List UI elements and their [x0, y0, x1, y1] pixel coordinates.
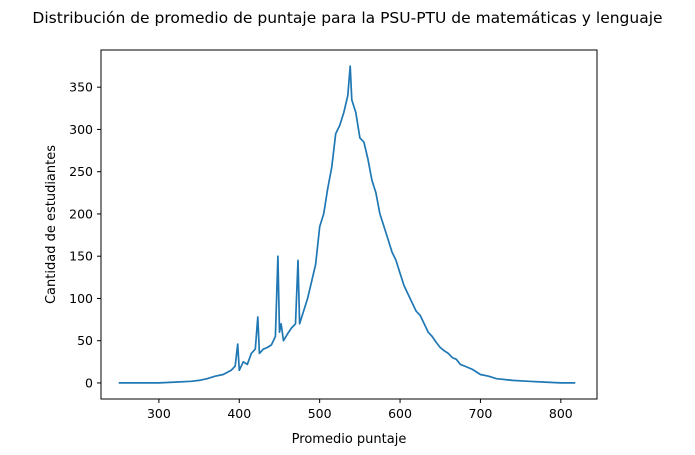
chart-title: Distribución de promedio de puntaje para… — [32, 9, 662, 27]
y-tick-label: 100 — [69, 291, 93, 306]
x-tick-label: 300 — [147, 406, 171, 421]
x-tick-label: 800 — [549, 406, 573, 421]
y-tick-label: 300 — [69, 122, 93, 137]
y-axis-label: Cantidad de estudiantes — [44, 145, 59, 304]
y-tick-label: 0 — [85, 375, 93, 390]
y-tick-label: 200 — [69, 206, 93, 221]
y-tick-label: 250 — [69, 164, 93, 179]
x-tick-label: 600 — [388, 406, 412, 421]
x-axis-label: Promedio puntaje — [292, 432, 407, 447]
y-tick-label: 50 — [77, 333, 93, 348]
x-tick-label: 500 — [308, 406, 332, 421]
plot-frame — [100, 49, 598, 400]
x-axis-ticks: 300 400 500 600 700 800 — [147, 399, 573, 421]
y-tick-label: 350 — [69, 80, 93, 95]
y-tick-label: 150 — [69, 249, 93, 264]
x-tick-label: 700 — [469, 406, 493, 421]
y-axis-ticks: 0 50 100 150 200 250 300 350 — [69, 80, 101, 390]
series-line — [118, 65, 576, 384]
x-tick-label: 400 — [227, 406, 251, 421]
